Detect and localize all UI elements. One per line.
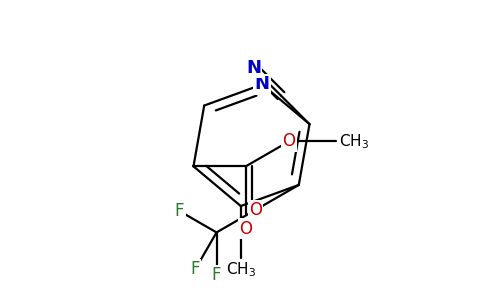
Text: F: F bbox=[175, 202, 184, 220]
Text: O: O bbox=[282, 132, 295, 150]
Text: F: F bbox=[212, 266, 221, 284]
Text: F: F bbox=[190, 260, 200, 278]
Text: CH$_3$: CH$_3$ bbox=[339, 132, 369, 151]
Text: O: O bbox=[239, 220, 252, 238]
Text: CH$_3$: CH$_3$ bbox=[226, 261, 256, 279]
Text: N: N bbox=[246, 59, 261, 77]
Text: O: O bbox=[249, 201, 262, 219]
Text: N: N bbox=[255, 76, 270, 94]
